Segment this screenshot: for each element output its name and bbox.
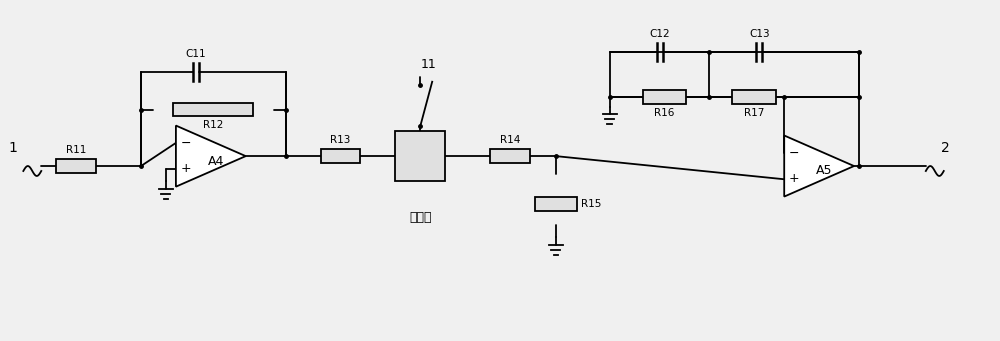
Text: 11: 11 [420, 58, 436, 71]
Text: +: + [181, 162, 191, 176]
Text: 乘法器: 乘法器 [409, 211, 431, 224]
Bar [643, 90, 686, 104]
Text: R16: R16 [654, 107, 675, 118]
Text: R14: R14 [500, 135, 520, 145]
Text: R13: R13 [330, 135, 351, 145]
Bar [535, 197, 577, 211]
Text: 2: 2 [941, 141, 950, 155]
Bar [490, 149, 530, 163]
Text: R15: R15 [581, 199, 601, 209]
Polygon shape [176, 125, 246, 187]
Bar [320, 149, 360, 163]
Text: 1: 1 [9, 141, 18, 155]
Text: −: − [181, 137, 191, 150]
Text: C11: C11 [186, 49, 206, 59]
Text: R12: R12 [203, 120, 223, 130]
Bar [732, 90, 776, 104]
Polygon shape [784, 135, 854, 196]
Text: R17: R17 [744, 107, 764, 118]
Text: −: − [789, 147, 799, 160]
Text: C13: C13 [749, 29, 770, 39]
Bar [56, 159, 96, 173]
Text: A4: A4 [208, 154, 224, 167]
Text: C12: C12 [649, 29, 670, 39]
Bar [395, 131, 445, 181]
Text: R11: R11 [66, 145, 86, 155]
Bar [173, 103, 253, 116]
Text: +: + [789, 172, 799, 186]
Text: A5: A5 [816, 164, 832, 178]
